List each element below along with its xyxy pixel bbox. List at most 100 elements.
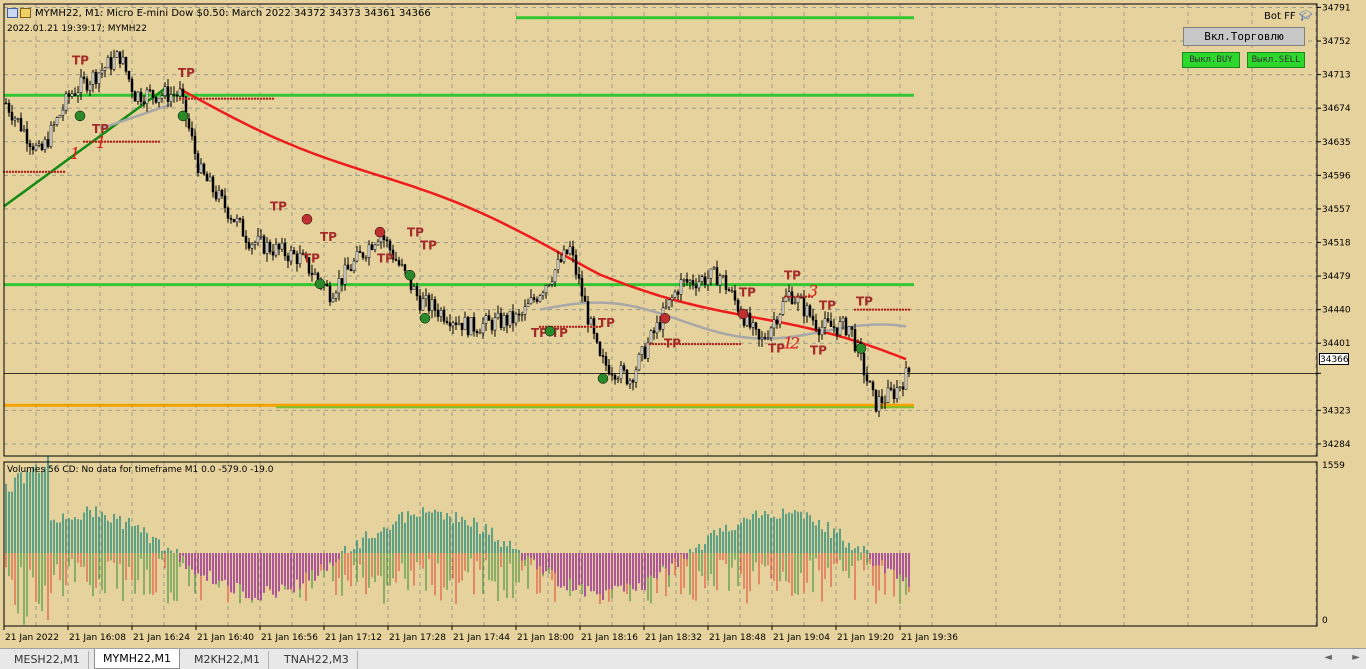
tp-marker: TP bbox=[407, 225, 424, 239]
candle-body bbox=[634, 369, 638, 383]
tp-marker: TP bbox=[72, 53, 89, 67]
candle-body bbox=[613, 374, 617, 380]
order-dot bbox=[711, 342, 715, 346]
order-dot bbox=[211, 97, 215, 100]
candle-body bbox=[805, 305, 809, 317]
enable-trading-button[interactable]: Вкл.Торговлю bbox=[1183, 27, 1305, 46]
candle-body bbox=[499, 312, 503, 328]
order-dot bbox=[874, 308, 878, 311]
candle-body bbox=[421, 298, 425, 311]
candle-body bbox=[178, 88, 182, 97]
candle-body bbox=[697, 281, 701, 289]
tab-mymh22[interactable]: MYMH22,M1 bbox=[94, 649, 180, 669]
candle-body bbox=[826, 318, 830, 322]
candle-body bbox=[58, 115, 62, 118]
candle-body bbox=[145, 89, 149, 104]
order-dot bbox=[130, 140, 134, 143]
candle-body bbox=[619, 365, 623, 380]
candle-body bbox=[526, 303, 530, 307]
candle-body bbox=[433, 299, 437, 311]
time-label: 21 Jan 17:12 bbox=[325, 633, 382, 643]
tab-tnah22[interactable]: TNAH22,M3 bbox=[276, 651, 358, 669]
candle-body bbox=[703, 276, 707, 285]
candle-body bbox=[532, 297, 536, 300]
order-dot bbox=[202, 97, 206, 100]
order-dot bbox=[856, 308, 860, 311]
chart-window-icon[interactable] bbox=[20, 8, 31, 18]
candle-body bbox=[391, 249, 395, 260]
order-dot bbox=[556, 325, 560, 329]
candle-body bbox=[475, 331, 479, 334]
candle-body bbox=[625, 369, 629, 385]
order-dot bbox=[598, 325, 602, 329]
price-label: 34674 bbox=[1322, 104, 1351, 114]
candle-body bbox=[19, 118, 23, 132]
order-dot bbox=[571, 325, 575, 329]
order-dot bbox=[82, 140, 86, 143]
order-dot bbox=[23, 170, 27, 174]
candle-body bbox=[67, 93, 71, 97]
order-dot bbox=[553, 325, 557, 329]
price-label: 34479 bbox=[1322, 272, 1351, 282]
order-dot bbox=[62, 170, 66, 174]
tab-mesh22[interactable]: MESH22,M1 bbox=[6, 651, 89, 669]
candle-body bbox=[733, 290, 737, 301]
order-dot bbox=[675, 342, 679, 346]
order-dot bbox=[241, 97, 245, 100]
symbol-line: MYMH22, M1: Micro E-mini Dow $0.50: Marc… bbox=[35, 8, 431, 19]
chart-tab-bar: MESH22,M1 MYMH22,M1 M2KH22,M1 TNAH22,M3 … bbox=[0, 648, 1366, 669]
candle-body bbox=[388, 240, 392, 251]
order-dot bbox=[699, 342, 703, 346]
scroll-right-icon[interactable]: ► bbox=[1352, 652, 1360, 663]
candle-body bbox=[331, 297, 335, 303]
candle-body bbox=[649, 330, 653, 344]
order-dot bbox=[669, 342, 673, 346]
candle-body bbox=[241, 219, 245, 237]
order-dot bbox=[136, 140, 140, 143]
candle-body bbox=[655, 322, 659, 334]
order-dot bbox=[205, 97, 209, 100]
candle-body bbox=[694, 284, 698, 289]
order-dot bbox=[151, 140, 155, 143]
candle-body bbox=[460, 322, 464, 330]
order-dot bbox=[229, 97, 233, 100]
candle-body bbox=[121, 56, 125, 64]
candle-body bbox=[346, 264, 350, 270]
price-label: 34518 bbox=[1322, 238, 1351, 248]
chart-menu-icon[interactable] bbox=[7, 8, 18, 18]
disable-buy-button[interactable]: Выкл.BUY bbox=[1182, 52, 1240, 68]
time-label: 21 Jan 18:00 bbox=[517, 633, 574, 643]
candle-body bbox=[214, 191, 218, 200]
candle-body bbox=[13, 118, 17, 121]
candle-body bbox=[385, 239, 389, 242]
signal-circle bbox=[314, 278, 326, 290]
tp-marker: TP bbox=[856, 294, 873, 308]
candle-body bbox=[463, 317, 467, 330]
candle-body bbox=[796, 296, 800, 303]
candle-body bbox=[631, 380, 635, 383]
candle-body bbox=[361, 252, 365, 258]
candle-body bbox=[514, 313, 518, 324]
order-dot bbox=[798, 295, 802, 298]
candle-body bbox=[106, 57, 110, 69]
candle-body bbox=[595, 333, 599, 343]
candle-body bbox=[472, 316, 476, 332]
candle-body bbox=[448, 322, 452, 327]
candle-body bbox=[163, 86, 167, 96]
disable-sell-button[interactable]: Выкл.SELL bbox=[1247, 52, 1305, 68]
tab-m2kh22[interactable]: M2KH22,M1 bbox=[186, 651, 269, 669]
candle-body bbox=[556, 259, 560, 271]
order-dot bbox=[883, 308, 887, 311]
order-dot bbox=[792, 295, 796, 298]
candle-body bbox=[577, 274, 581, 279]
candle-body bbox=[457, 322, 461, 325]
chart-window[interactable]: TP TP TP TP TP TP TP TP TP TP TP TP TP TP TP TP TP TP TP 1 1… bbox=[0, 0, 1366, 648]
order-dot bbox=[720, 342, 724, 346]
signal-circle bbox=[404, 269, 416, 281]
candle-body bbox=[712, 267, 716, 270]
candle-body bbox=[547, 284, 551, 286]
candle-body bbox=[754, 322, 758, 330]
order-dot bbox=[877, 308, 881, 311]
scroll-left-icon[interactable]: ◄ bbox=[1324, 652, 1332, 663]
